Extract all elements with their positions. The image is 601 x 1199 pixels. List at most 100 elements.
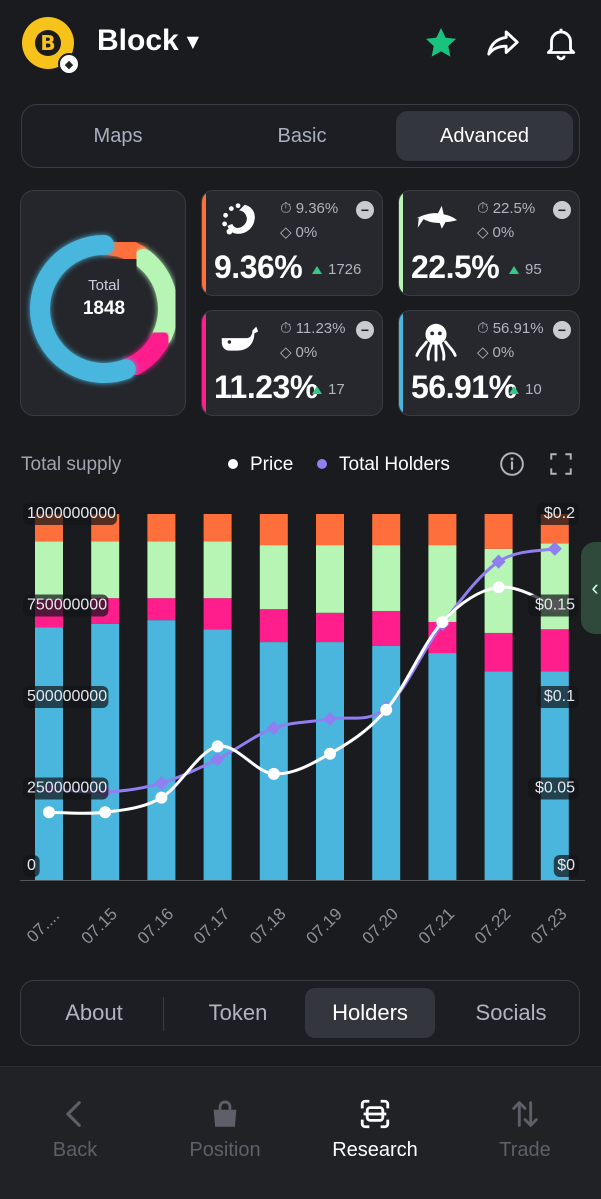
legend-price[interactable]: Price	[250, 454, 294, 475]
info-icon[interactable]	[499, 451, 525, 477]
bar-segment[interactable]	[428, 545, 457, 622]
collapse-button[interactable]: −	[356, 201, 374, 219]
supply-chart[interactable]: 0 250000000 500000000 750000000 1000000000 $0…	[0, 500, 601, 960]
holder-group-card-octopus[interactable]: ⏱ 56.91% ◇ 0% − 56.91% 10	[398, 310, 580, 416]
holders-point[interactable]	[322, 711, 338, 727]
mini-zero: 0%	[295, 343, 318, 361]
collapse-button[interactable]: −	[356, 321, 374, 339]
price-point[interactable]	[155, 791, 168, 804]
token-logo[interactable]: B ◆	[22, 17, 80, 75]
bar-segment[interactable]	[147, 541, 176, 599]
y-tick-right-bg	[536, 686, 579, 708]
star-icon[interactable]	[422, 24, 460, 62]
shrimp-icon	[222, 203, 255, 235]
bar-segment[interactable]	[428, 514, 457, 546]
bar-segment[interactable]	[540, 629, 569, 672]
holders-point[interactable]	[154, 775, 169, 791]
legend-holders[interactable]: Total Holders	[339, 454, 450, 475]
y-tick-right: $0.05	[528, 777, 579, 800]
side-panel-handle[interactable]: ‹	[581, 542, 601, 634]
tab-divider	[163, 997, 164, 1031]
bar-segment[interactable]	[484, 632, 513, 672]
view-maps-button[interactable]: Maps	[93, 124, 143, 147]
bar-segment[interactable]	[316, 514, 344, 546]
holders-donut-chart	[30, 235, 178, 383]
nav-trade[interactable]: Trade	[450, 1097, 600, 1162]
y-tick-right-text: $0.05	[535, 780, 575, 797]
ethereum-icon: ◆	[58, 53, 80, 75]
bar-segment[interactable]	[259, 609, 288, 643]
tab-about[interactable]: About	[65, 1000, 123, 1025]
bar-segment[interactable]	[203, 541, 232, 599]
bar-segment[interactable]	[147, 598, 176, 621]
price-point[interactable]	[267, 767, 280, 780]
collapse-button[interactable]: −	[553, 201, 571, 219]
y-tick-right-text: $0	[557, 857, 575, 874]
bar-segment[interactable]	[259, 514, 288, 546]
view-advanced-button[interactable]: Advanced	[396, 111, 573, 161]
bar-segment[interactable]	[203, 514, 232, 542]
mini-percent-row: ⏱ 22.5%	[477, 200, 535, 217]
mini-percent-row: ⏱ 11.23%	[280, 320, 345, 337]
x-tick-label: 07....	[23, 906, 63, 946]
nav-back[interactable]: Back	[0, 1097, 150, 1162]
price-point[interactable]	[380, 703, 393, 716]
holders-point[interactable]	[266, 721, 281, 736]
bar-segment[interactable]	[484, 514, 513, 549]
nav-research[interactable]: Research	[300, 1097, 450, 1162]
bar-segment[interactable]	[372, 514, 401, 546]
mini-zero-row: ◇ 0%	[477, 223, 515, 242]
collapse-button[interactable]: −	[553, 321, 571, 339]
tab-socials[interactable]: Socials	[475, 1000, 547, 1025]
y-tick-left-text: 0	[27, 857, 36, 874]
holder-group-card-whale[interactable]: ⏱ 11.23% ◇ 0% − 11.23% 17	[201, 310, 383, 416]
view-basic-button[interactable]: Basic	[277, 124, 327, 147]
bar-segment[interactable]	[147, 514, 176, 542]
price-point[interactable]	[211, 740, 224, 753]
fullscreen-icon[interactable]	[548, 451, 574, 477]
price-point[interactable]	[99, 806, 112, 819]
bell-icon[interactable]	[542, 24, 580, 62]
share-icon[interactable]	[484, 24, 522, 62]
nav-position[interactable]: Position	[150, 1097, 300, 1162]
group-count: 1726	[328, 261, 362, 278]
bar-segment[interactable]	[35, 541, 63, 601]
timer-icon: ⏱	[477, 320, 489, 337]
bar-segment[interactable]	[259, 545, 288, 610]
bar-segment[interactable]	[372, 645, 401, 880]
bar-segment[interactable]	[316, 642, 344, 880]
holder-group-card-shark[interactable]: ⏱ 22.5% ◇ 0% − 22.5% 95	[398, 190, 580, 296]
tab-holders[interactable]: Holders	[305, 988, 435, 1038]
bar-segment[interactable]	[203, 598, 232, 630]
price-point[interactable]	[492, 581, 505, 594]
holder-group-card-shrimp[interactable]: ⏱ 9.36% ◇ 0% − 9.36% 1726	[201, 190, 383, 296]
up-triangle-icon	[509, 265, 519, 274]
timer-icon: ⏱	[280, 320, 292, 337]
mini-percent: 22.5%	[492, 200, 536, 217]
bar-segment[interactable]	[316, 545, 344, 613]
price-point[interactable]	[436, 615, 449, 628]
bar-segment[interactable]	[316, 612, 344, 643]
chart-header: Total supply Price Total Holders	[21, 448, 580, 480]
price-point[interactable]	[43, 806, 55, 819]
bar-segment[interactable]	[91, 541, 120, 599]
mini-zero: 0%	[492, 223, 515, 241]
bar-segment[interactable]	[484, 671, 513, 880]
mini-zero: 0%	[492, 343, 515, 361]
tab-token[interactable]: Token	[208, 1000, 268, 1025]
bar-segment[interactable]	[372, 545, 401, 611]
bar-segment[interactable]	[428, 653, 457, 880]
holders-point[interactable]	[491, 554, 506, 569]
group-percent: 9.36%	[214, 249, 303, 285]
bar-segment[interactable]	[259, 642, 288, 880]
bar-segment[interactable]	[372, 610, 401, 646]
y-tick-right-text: $0.1	[544, 688, 575, 705]
bar-segment[interactable]	[91, 623, 120, 880]
token-selector[interactable]: Block ▼	[97, 24, 199, 58]
bar-segment[interactable]	[147, 620, 176, 880]
holders-line	[48, 547, 556, 794]
bar-segment[interactable]	[35, 627, 63, 880]
y-tick-right-text: $0.15	[535, 597, 575, 614]
price-point[interactable]	[324, 747, 336, 760]
swap-arrows-icon	[512, 1101, 538, 1127]
